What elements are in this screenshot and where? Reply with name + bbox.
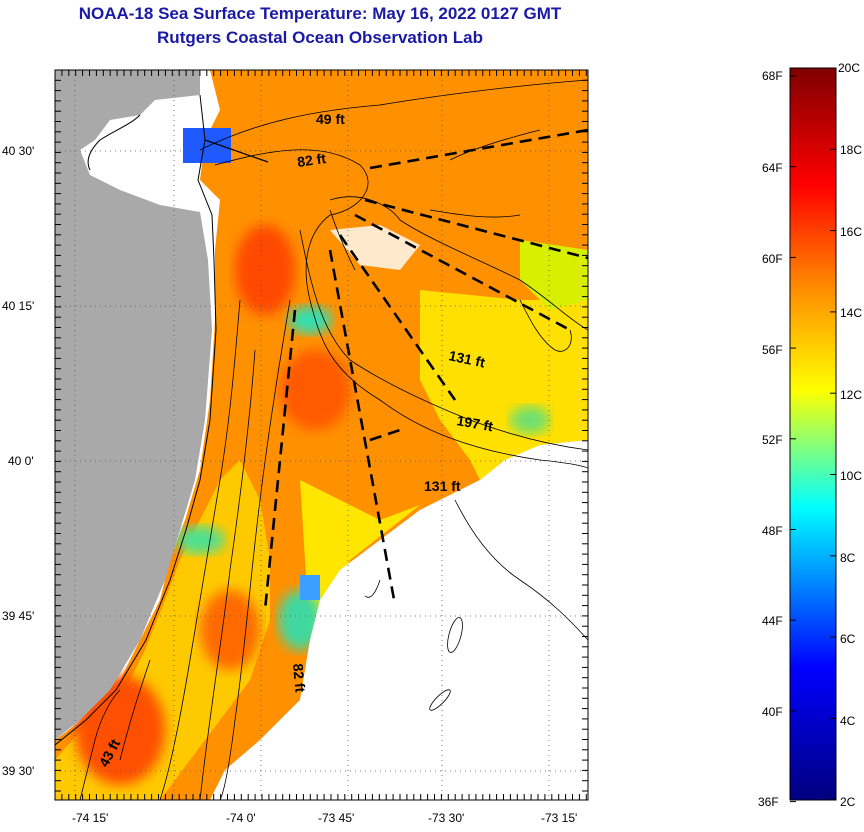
- land-new-jersey: [55, 150, 212, 740]
- depth-label-82ft-north: 82 ft: [296, 150, 327, 170]
- lon-label-73-30: -73 30': [428, 811, 464, 825]
- cloud-mask: [80, 150, 588, 800]
- cb-c-18: 18C: [840, 143, 862, 157]
- map-area: 49 ft 82 ft 131 ft 197 ft 131 ft 82 ft 4…: [55, 70, 588, 800]
- bay-shore: [87, 114, 141, 171]
- sst-yellow-east: [420, 290, 588, 480]
- lat-label-39-30: 39 30': [2, 764, 34, 778]
- cb-c-4: 4C: [840, 714, 856, 728]
- cb-c-2: 2C: [840, 795, 856, 809]
- sst-cool-patch-4: [510, 406, 550, 434]
- sst-hot-core-1: [235, 225, 295, 315]
- cb-c-14: 14C: [840, 306, 862, 320]
- lat-label-40-15: 40 15': [2, 299, 34, 313]
- cloud-south-east: [230, 440, 588, 800]
- sst-cool-patch-2: [278, 590, 322, 650]
- cb-f-68: 68F: [762, 69, 783, 83]
- depth-label-82ft-south: 82 ft: [290, 663, 308, 693]
- lane-south: [338, 234, 457, 401]
- depth-label-131ft-east: 131 ft: [447, 347, 486, 370]
- depth-label-197ft: 197 ft: [455, 412, 494, 434]
- cloud-bay: [80, 150, 200, 210]
- graticule: [55, 70, 588, 800]
- colorbar-ticks: [790, 67, 836, 803]
- sst-hot-core-4: [200, 590, 260, 670]
- colorbar: 68F 64F 60F 56F 52F 48F 44F 40F 36F 20C …: [758, 61, 862, 809]
- map-frame: [54, 69, 589, 801]
- depth-label-131ft-south: 131 ft: [424, 478, 461, 494]
- lon-label-73-45: -73 45': [318, 811, 354, 825]
- lane-south-east: [354, 213, 571, 332]
- cb-c-8: 8C: [840, 551, 856, 565]
- land-north: [55, 70, 200, 150]
- land: [55, 70, 212, 740]
- lat-label-39-45: 39 45': [2, 609, 34, 623]
- sst-cold-patch-3: [300, 575, 320, 600]
- cb-f-44: 44F: [762, 614, 783, 628]
- cb-c-12: 12C: [840, 388, 862, 402]
- cb-f-52: 52F: [762, 433, 783, 447]
- sst-cold-patch-1: [183, 128, 231, 163]
- bathymetry-contours: [79, 79, 588, 800]
- map-title-line1: NOAA-18 Sea Surface Temperature: May 16,…: [78, 4, 562, 23]
- lat-label-40-0: 40 0': [8, 454, 34, 468]
- cb-f-60: 60F: [762, 252, 783, 266]
- cb-f-64: 64F: [762, 161, 783, 175]
- coastline: [55, 94, 217, 746]
- cb-c-10: 10C: [840, 469, 862, 483]
- shipping-lanes: [263, 128, 588, 611]
- sst-hot-core-2: [280, 350, 350, 430]
- lane-east: [364, 198, 588, 260]
- lon-label-74-15: -74 15': [72, 811, 108, 825]
- lane-south-southwest: [328, 249, 397, 606]
- cb-f-36: 36F: [758, 795, 779, 809]
- cb-c-20: 20C: [838, 61, 860, 75]
- sst-cool-patch-3: [175, 526, 225, 554]
- cb-f-56: 56F: [762, 343, 783, 357]
- frame-ticks: [54, 69, 588, 800]
- lat-label-40-30: 40 30': [2, 144, 34, 158]
- cb-f-40: 40F: [762, 705, 783, 719]
- cb-c-16: 16C: [840, 225, 862, 239]
- lane-short-mark: [369, 428, 401, 442]
- cloud-hudson-canyon: [330, 225, 420, 270]
- depth-label-49ft: 49 ft: [316, 111, 345, 127]
- harbor-line: [204, 139, 269, 163]
- lon-label-74-0: -74 0': [226, 811, 256, 825]
- map-title-line2: Rutgers Coastal Ocean Observation Lab: [157, 28, 483, 47]
- lon-label-73-15: -73 15': [541, 811, 577, 825]
- cb-f-48: 48F: [762, 524, 783, 538]
- cb-c-6: 6C: [840, 632, 856, 646]
- colorbar-gradient: [789, 67, 837, 801]
- lane-southwest: [263, 309, 297, 611]
